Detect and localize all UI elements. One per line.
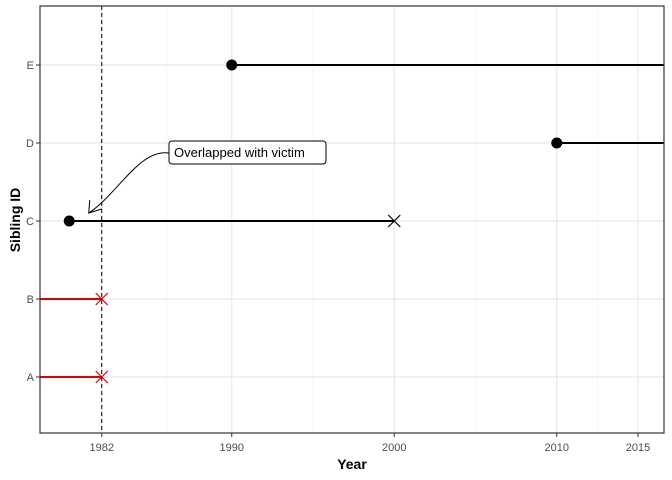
start-point-d: [551, 137, 563, 149]
annotation-label-box: [168, 140, 327, 165]
y-tick-label: C: [26, 216, 34, 228]
start-point-c: [63, 215, 75, 227]
x-tick-label: 2015: [626, 442, 650, 454]
y-tick-label: B: [27, 294, 34, 306]
annotation-arrowhead: [88, 199, 102, 214]
annotation: Overlapped with victim: [88, 140, 327, 214]
end-point-b: [95, 292, 109, 306]
x-axis-title: Year: [337, 456, 367, 472]
end-point-c: [387, 214, 401, 228]
y-axis: A B C D E: [26, 60, 40, 384]
x-tick-label: 1990: [220, 442, 244, 454]
x-tick-label: 1982: [90, 442, 114, 454]
series-layer: [40, 59, 664, 384]
end-point-a: [95, 370, 109, 384]
x-axis: 1982 1990 2000 2010 2015: [90, 433, 650, 454]
panel-border: [39, 5, 665, 434]
y-axis-title: Sibling ID: [7, 188, 23, 253]
panel-background: [40, 6, 664, 433]
minor-grid: [166, 6, 598, 433]
x-tick-label: 2010: [545, 442, 569, 454]
y-tick-label: D: [26, 138, 34, 150]
annotation-label: Overlapped with victim: [174, 145, 305, 160]
y-tick-label: A: [27, 372, 35, 384]
x-tick-label: 2000: [382, 442, 406, 454]
start-point-e: [226, 59, 238, 71]
y-tick-label: E: [27, 60, 34, 72]
annotation-arrow: [88, 152, 170, 214]
